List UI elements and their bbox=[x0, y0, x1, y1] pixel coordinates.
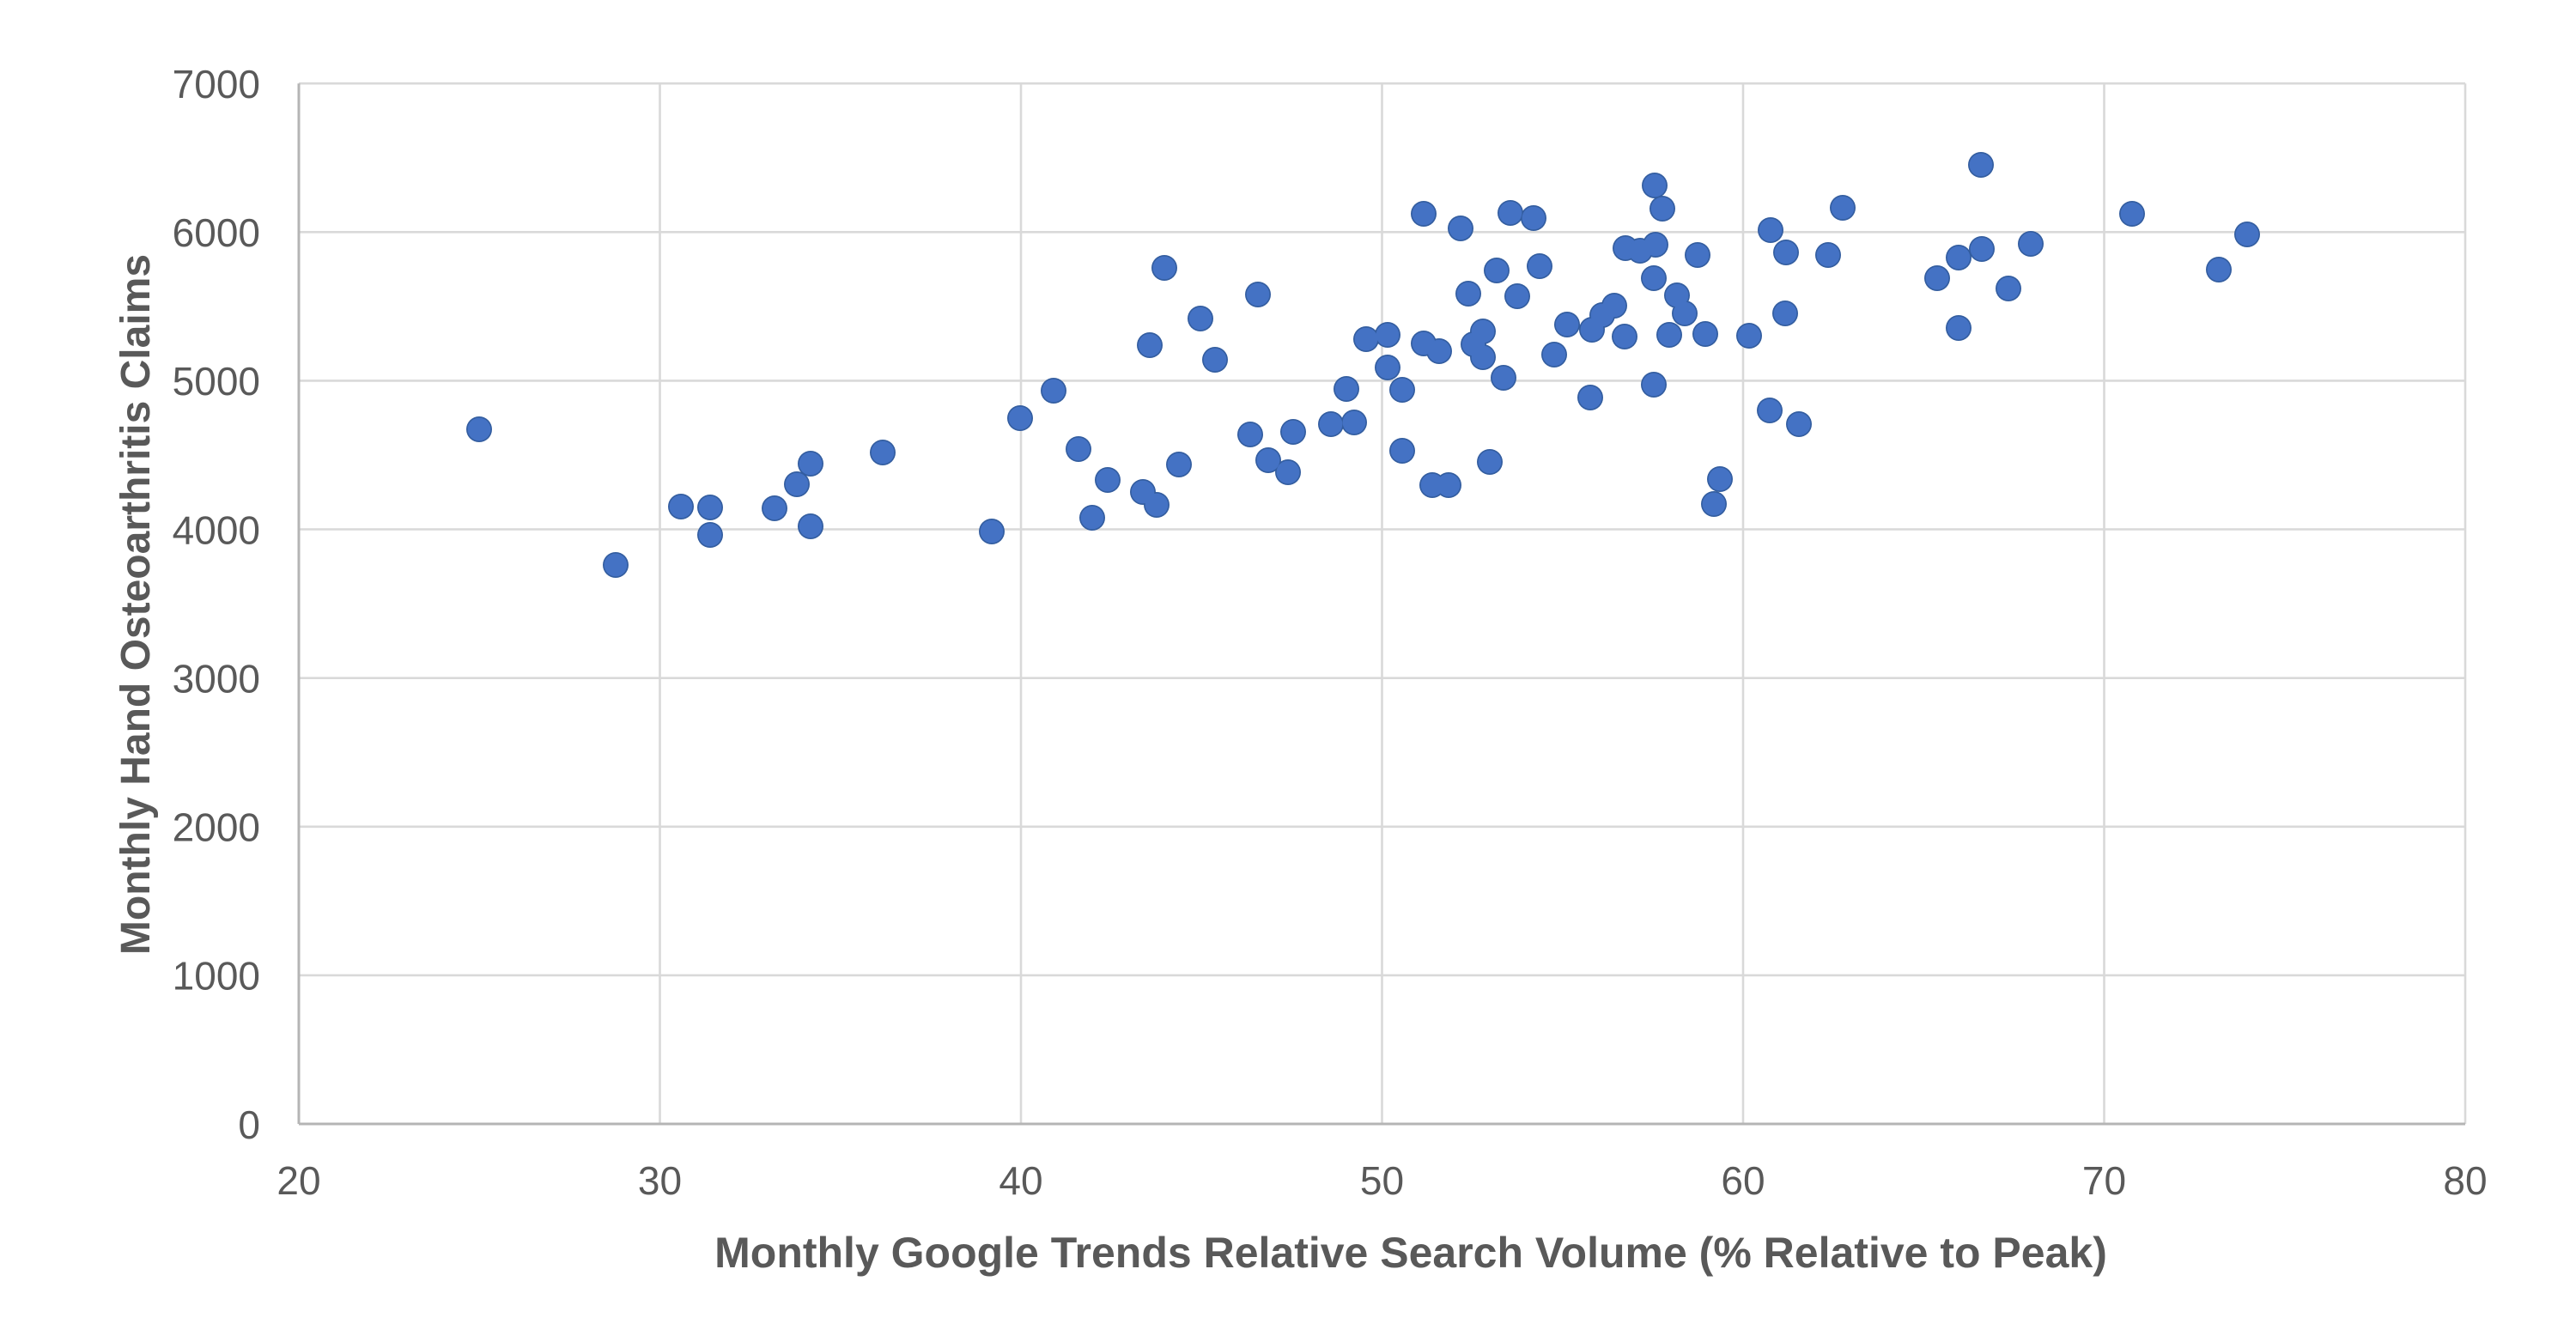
svg-text:40: 40 bbox=[999, 1158, 1042, 1203]
svg-text:4000: 4000 bbox=[173, 507, 260, 552]
svg-text:50: 50 bbox=[1360, 1158, 1404, 1203]
svg-text:Monthly Google Trends Relative: Monthly Google Trends Relative Search Vo… bbox=[714, 1229, 2107, 1277]
svg-text:70: 70 bbox=[2082, 1158, 2126, 1203]
svg-text:5000: 5000 bbox=[173, 359, 260, 404]
svg-text:Monthly Hand Osteoarthritis Cl: Monthly Hand Osteoarthritis Claims bbox=[113, 254, 159, 955]
svg-text:0: 0 bbox=[238, 1102, 260, 1147]
svg-text:6000: 6000 bbox=[173, 210, 260, 255]
svg-text:7000: 7000 bbox=[173, 62, 260, 106]
svg-text:1000: 1000 bbox=[173, 954, 260, 999]
svg-text:30: 30 bbox=[638, 1158, 682, 1203]
svg-text:2000: 2000 bbox=[173, 805, 260, 850]
svg-text:3000: 3000 bbox=[173, 657, 260, 701]
svg-text:20: 20 bbox=[276, 1158, 320, 1203]
svg-text:80: 80 bbox=[2443, 1158, 2487, 1203]
svg-text:60: 60 bbox=[1721, 1158, 1765, 1203]
